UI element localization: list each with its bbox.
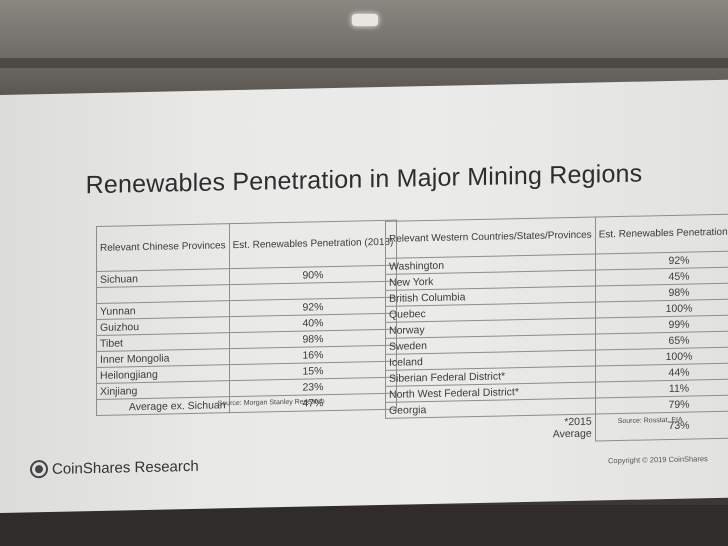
china-table: Relevant Chinese Provinces Est. Renewabl… <box>96 220 397 416</box>
average-value: 73% Source: Rosstat, EIA <box>595 410 728 441</box>
slide-title: Renewables Penetration in Major Mining R… <box>85 159 643 200</box>
projection-screen: Renewables Penetration in Major Mining R… <box>0 79 728 513</box>
west-header-left: Relevant Western Countries/States/Provin… <box>385 217 596 259</box>
coinshares-logo: CoinShares Research <box>30 457 199 479</box>
ceiling <box>0 0 728 95</box>
coinshares-logo-icon <box>30 459 48 479</box>
china-header-left: Relevant Chinese Provinces <box>96 223 230 272</box>
floor <box>0 505 728 546</box>
logo-text: CoinShares Research <box>52 457 199 478</box>
average-label: Average ex. Sichuan <box>96 396 230 416</box>
ceiling-light <box>352 14 378 26</box>
copyright-text: Copyright © 2019 CoinShares <box>608 454 708 466</box>
ceiling-beam <box>0 58 728 68</box>
average-label: *2015 Average <box>385 414 596 445</box>
average-value: 47% Source: Morgan Stanley Research <box>218 393 397 413</box>
west-header-right: Est. Renewables Penetration (2016) <box>595 213 728 255</box>
west-table: Relevant Western Countries/States/Provin… <box>385 213 728 445</box>
west-source: Source: Rosstat, EIA <box>617 416 683 426</box>
china-header-right: Est. Renewables Penetration (2018) <box>229 220 397 269</box>
